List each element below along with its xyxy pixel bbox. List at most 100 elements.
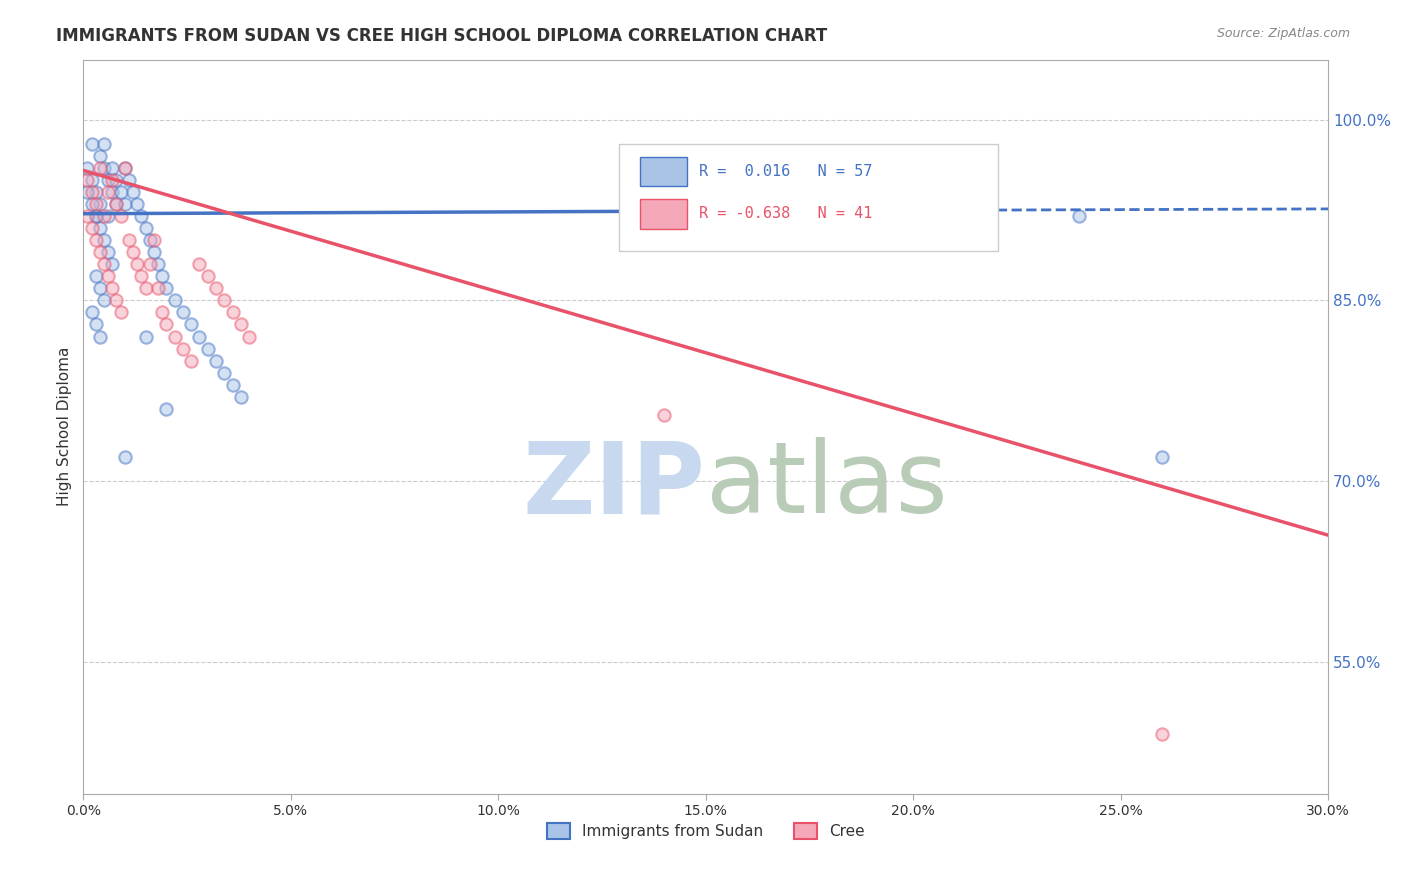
Point — [84, 197, 107, 211]
FancyBboxPatch shape — [640, 156, 688, 186]
Point — [97, 173, 120, 187]
Point — [97, 185, 120, 199]
Y-axis label: High School Diploma: High School Diploma — [58, 347, 72, 507]
Point — [97, 245, 120, 260]
Point — [93, 257, 115, 271]
Point — [101, 281, 124, 295]
Point — [146, 281, 169, 295]
Point — [135, 281, 157, 295]
Point — [76, 161, 98, 175]
Point — [127, 197, 149, 211]
Point — [114, 197, 136, 211]
Point — [93, 233, 115, 247]
Point — [1152, 727, 1174, 741]
FancyBboxPatch shape — [640, 199, 688, 228]
Point — [110, 209, 132, 223]
Point — [180, 353, 202, 368]
Text: R =  0.016   N = 57: R = 0.016 N = 57 — [700, 164, 873, 178]
Point — [76, 209, 98, 223]
Point — [118, 233, 141, 247]
Point — [146, 257, 169, 271]
Point — [221, 377, 243, 392]
Point — [214, 293, 236, 308]
Point — [135, 329, 157, 343]
Point — [214, 366, 236, 380]
Point — [1152, 450, 1174, 464]
Point — [138, 257, 160, 271]
Point — [122, 185, 145, 199]
Point — [901, 209, 924, 223]
Point — [1069, 209, 1091, 223]
Point — [93, 136, 115, 151]
Point — [131, 269, 153, 284]
Point — [221, 305, 243, 319]
Point — [101, 257, 124, 271]
Point — [150, 269, 173, 284]
Text: atlas: atlas — [706, 437, 948, 534]
Point — [122, 245, 145, 260]
Point — [93, 293, 115, 308]
Point — [142, 233, 165, 247]
Point — [205, 281, 228, 295]
Point — [97, 269, 120, 284]
Point — [84, 185, 107, 199]
Point — [89, 161, 111, 175]
Point — [105, 293, 128, 308]
Point — [163, 329, 186, 343]
Point — [229, 318, 252, 332]
Point — [110, 185, 132, 199]
Point — [150, 305, 173, 319]
Point — [84, 209, 107, 223]
Point — [155, 281, 177, 295]
Point — [89, 329, 111, 343]
Point — [89, 281, 111, 295]
Point — [84, 269, 107, 284]
Point — [80, 136, 103, 151]
Point — [197, 269, 219, 284]
Point — [101, 161, 124, 175]
Point — [172, 305, 194, 319]
Text: R = -0.638   N = 41: R = -0.638 N = 41 — [700, 206, 873, 221]
Point — [89, 149, 111, 163]
Point — [80, 185, 103, 199]
Point — [105, 197, 128, 211]
Point — [155, 401, 177, 416]
Point — [105, 197, 128, 211]
Point — [93, 209, 115, 223]
Point — [97, 209, 120, 223]
Text: Source: ZipAtlas.com: Source: ZipAtlas.com — [1216, 27, 1350, 40]
Point — [118, 173, 141, 187]
Point — [93, 161, 115, 175]
Point — [138, 233, 160, 247]
Point — [89, 221, 111, 235]
Point — [76, 185, 98, 199]
Point — [89, 245, 111, 260]
Point — [188, 329, 211, 343]
Point — [76, 173, 98, 187]
Point — [105, 173, 128, 187]
Point — [229, 390, 252, 404]
Point — [197, 342, 219, 356]
Point — [80, 305, 103, 319]
Point — [114, 161, 136, 175]
Point — [89, 197, 111, 211]
Legend: Immigrants from Sudan, Cree: Immigrants from Sudan, Cree — [541, 817, 870, 845]
Point — [172, 342, 194, 356]
Point — [80, 221, 103, 235]
Point — [155, 318, 177, 332]
Point — [84, 209, 107, 223]
Point — [131, 209, 153, 223]
Point — [238, 329, 260, 343]
Point — [188, 257, 211, 271]
Text: IMMIGRANTS FROM SUDAN VS CREE HIGH SCHOOL DIPLOMA CORRELATION CHART: IMMIGRANTS FROM SUDAN VS CREE HIGH SCHOO… — [56, 27, 828, 45]
Point — [135, 221, 157, 235]
Point — [110, 305, 132, 319]
Point — [142, 245, 165, 260]
Point — [205, 353, 228, 368]
Point — [180, 318, 202, 332]
Point — [84, 233, 107, 247]
Point — [127, 257, 149, 271]
Point — [101, 185, 124, 199]
Text: ZIP: ZIP — [523, 437, 706, 534]
Point — [652, 408, 675, 422]
